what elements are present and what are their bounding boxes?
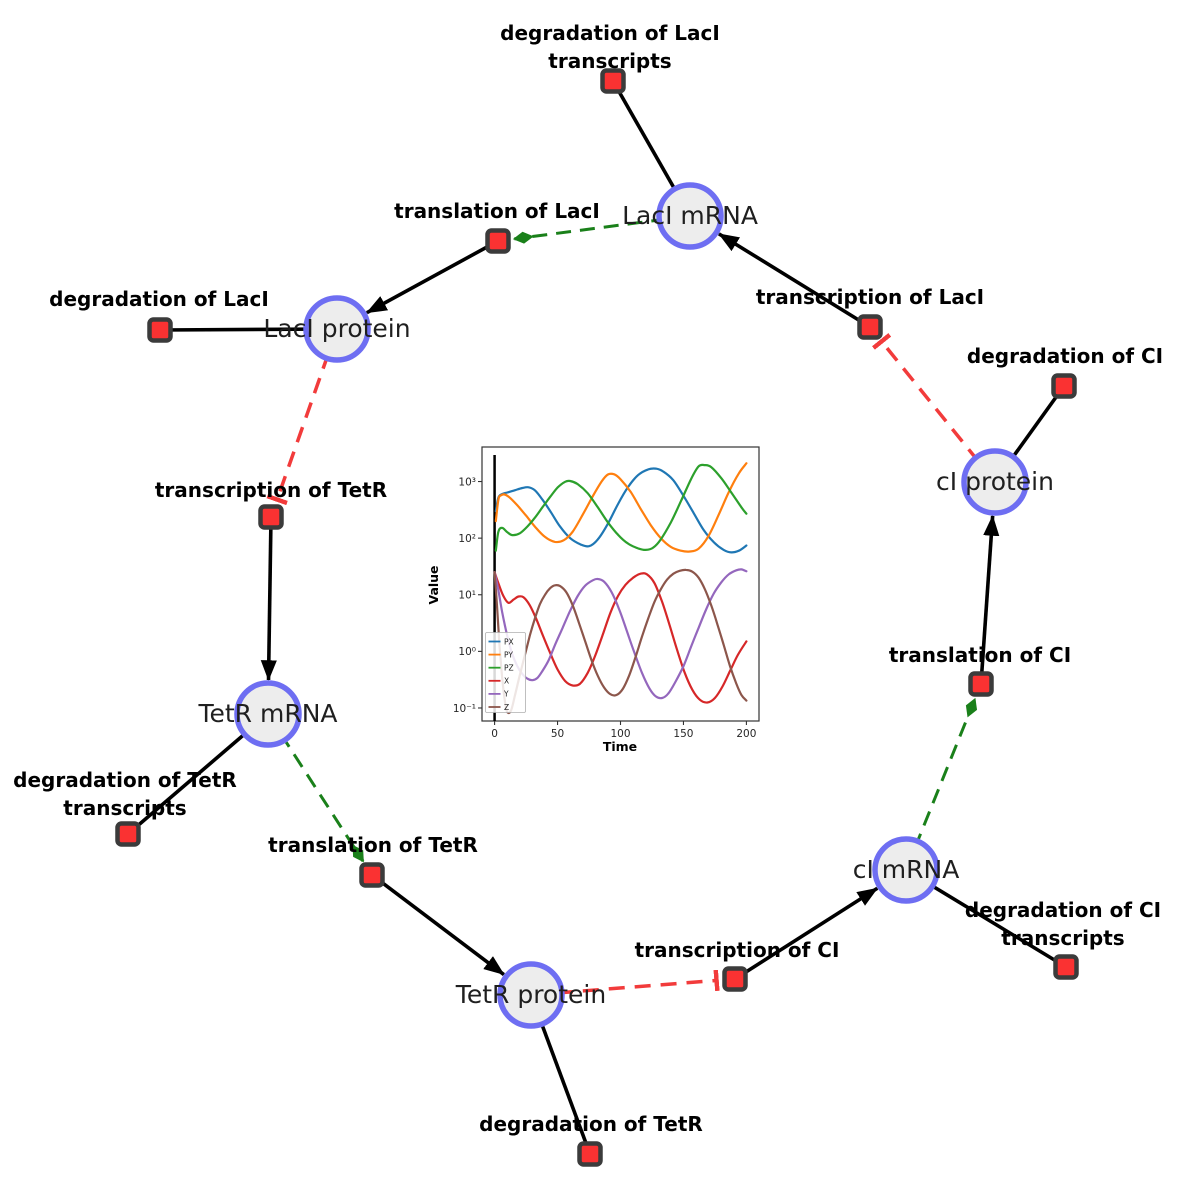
reaction-node-deg-ci-transcripts <box>1053 954 1079 980</box>
reaction-label-deg-ci-transcripts-line1: degradation of CI <box>965 898 1161 922</box>
edge-product-transcription-tetr-tetr-mrna <box>260 516 277 681</box>
reaction-node-translation-ci <box>968 671 994 697</box>
chart-axes-frame <box>481 446 760 722</box>
reaction-label-transcription-laci: transcription of LacI <box>756 285 984 309</box>
chart-legend-label-PZ: PZ <box>504 664 514 673</box>
chart-series-PY <box>494 462 748 553</box>
chart-y-tick-label: 10⁻¹ <box>453 703 476 715</box>
labels-layer: LacI mRNA LacI protein cI protein TetR mRNA… <box>13 21 1163 1136</box>
species-node-ci-protein <box>961 448 1029 516</box>
species-label-laci-protein: LacI protein <box>263 314 410 343</box>
reaction-label-transcription-tetr: transcription of TetR <box>155 478 387 502</box>
chart-legend-label-PY: PY <box>504 650 513 659</box>
chart-series-X <box>493 571 748 704</box>
reaction-node-transcription-ci <box>722 966 748 992</box>
reaction-node-translation-tetr <box>359 862 385 888</box>
chart-y-tick-label: 10² <box>458 533 476 545</box>
chart-legend-box <box>485 632 526 713</box>
reaction-node-transcription-tetr <box>258 504 284 530</box>
reaction-label-deg-laci: degradation of LacI <box>49 287 269 311</box>
reaction-label-transcription-ci: transcription of CI <box>635 938 840 962</box>
reaction-label-translation-tetr: translation of TetR <box>268 833 478 857</box>
reaction-label-deg-ci-transcripts-line2: transcripts <box>1001 926 1124 950</box>
species-node-laci-mrna <box>656 182 724 250</box>
chart-x-tick-label: 150 <box>673 728 693 740</box>
chart-legend-label-Z: Z <box>504 703 509 712</box>
chart-legend-label-PX: PX <box>504 637 514 646</box>
reaction-node-deg-tetr <box>577 1141 603 1167</box>
chart-y-tick-label: 10⁰ <box>458 646 476 658</box>
reaction-node-deg-laci-transcripts <box>600 68 626 94</box>
reaction-label-deg-laci-transcripts-line2: transcripts <box>548 49 671 73</box>
reaction-node-deg-laci <box>147 317 173 343</box>
chart-x-tick-label: 0 <box>491 728 498 740</box>
chart-legend: PX PY PZ XYZ <box>485 632 526 713</box>
edge-product-transcription-laci-laci-mrna <box>717 232 871 329</box>
edge-product-translation-ci-ci-protein <box>979 515 1000 685</box>
chart-x-tick-label: 50 <box>551 728 564 740</box>
chart-xlabel: Time <box>603 739 637 754</box>
reaction-label-deg-ci: degradation of CI <box>967 344 1163 368</box>
species-label-ci-protein: cI protein <box>936 467 1054 496</box>
inset-chart: 0 50 100 150 200 10⁻¹ 10⁰ 10¹ 10² 10³ PX PY PZ XYZ T… <box>426 446 760 754</box>
chart-series-PZ <box>494 463 748 552</box>
species-node-laci-protein <box>303 295 371 363</box>
chart-y-tick-label: 10³ <box>458 476 476 488</box>
species-node-tetr-protein <box>497 961 565 1029</box>
reaction-node-translation-laci <box>485 228 511 254</box>
chart-series-Y <box>493 568 748 700</box>
chart-y-tick-label: 10¹ <box>458 590 476 602</box>
reaction-label-deg-tetr-transcripts-line2: transcripts <box>63 796 186 820</box>
reaction-label-translation-laci: translation of LacI <box>394 199 600 223</box>
chart-legend-label-X: X <box>504 677 509 686</box>
reaction-label-deg-laci-transcripts-line1: degradation of LacI <box>500 21 720 45</box>
species-label-laci-mrna: LacI mRNA <box>622 201 758 230</box>
chart-x-tick-label: 200 <box>736 728 756 740</box>
edge-product-translation-tetr-tetr-protein <box>370 873 505 976</box>
chart-series-layer <box>493 455 748 721</box>
species-node-ci-mrna <box>872 836 940 904</box>
nodes-layer <box>115 68 1079 1167</box>
reaction-label-translation-ci: translation of CI <box>889 643 1071 667</box>
species-label-tetr-mrna: TetR mRNA <box>197 699 337 728</box>
reaction-node-deg-tetr-transcripts <box>115 821 141 847</box>
edge-product-translation-laci-laci-protein <box>365 239 499 315</box>
species-node-tetr-mrna <box>234 680 302 748</box>
reaction-label-deg-tetr-transcripts-line1: degradation of TetR <box>13 768 237 792</box>
reaction-node-transcription-laci <box>857 314 883 340</box>
chart-legend-label-Y: Y <box>503 690 509 699</box>
edge-product-transcription-ci-ci-mrna <box>734 886 879 981</box>
species-label-tetr-protein: TetR protein <box>455 980 606 1009</box>
species-label-ci-mrna: cI mRNA <box>853 855 960 884</box>
chart-ylabel: Value <box>426 565 441 604</box>
chart-x-tick-label: 100 <box>610 728 630 740</box>
reaction-node-deg-ci <box>1051 373 1077 399</box>
chart-ticks: 0 50 100 150 200 10⁻¹ 10⁰ 10¹ 10² 10³ <box>453 476 757 740</box>
reaction-label-deg-tetr: degradation of TetR <box>479 1112 703 1136</box>
